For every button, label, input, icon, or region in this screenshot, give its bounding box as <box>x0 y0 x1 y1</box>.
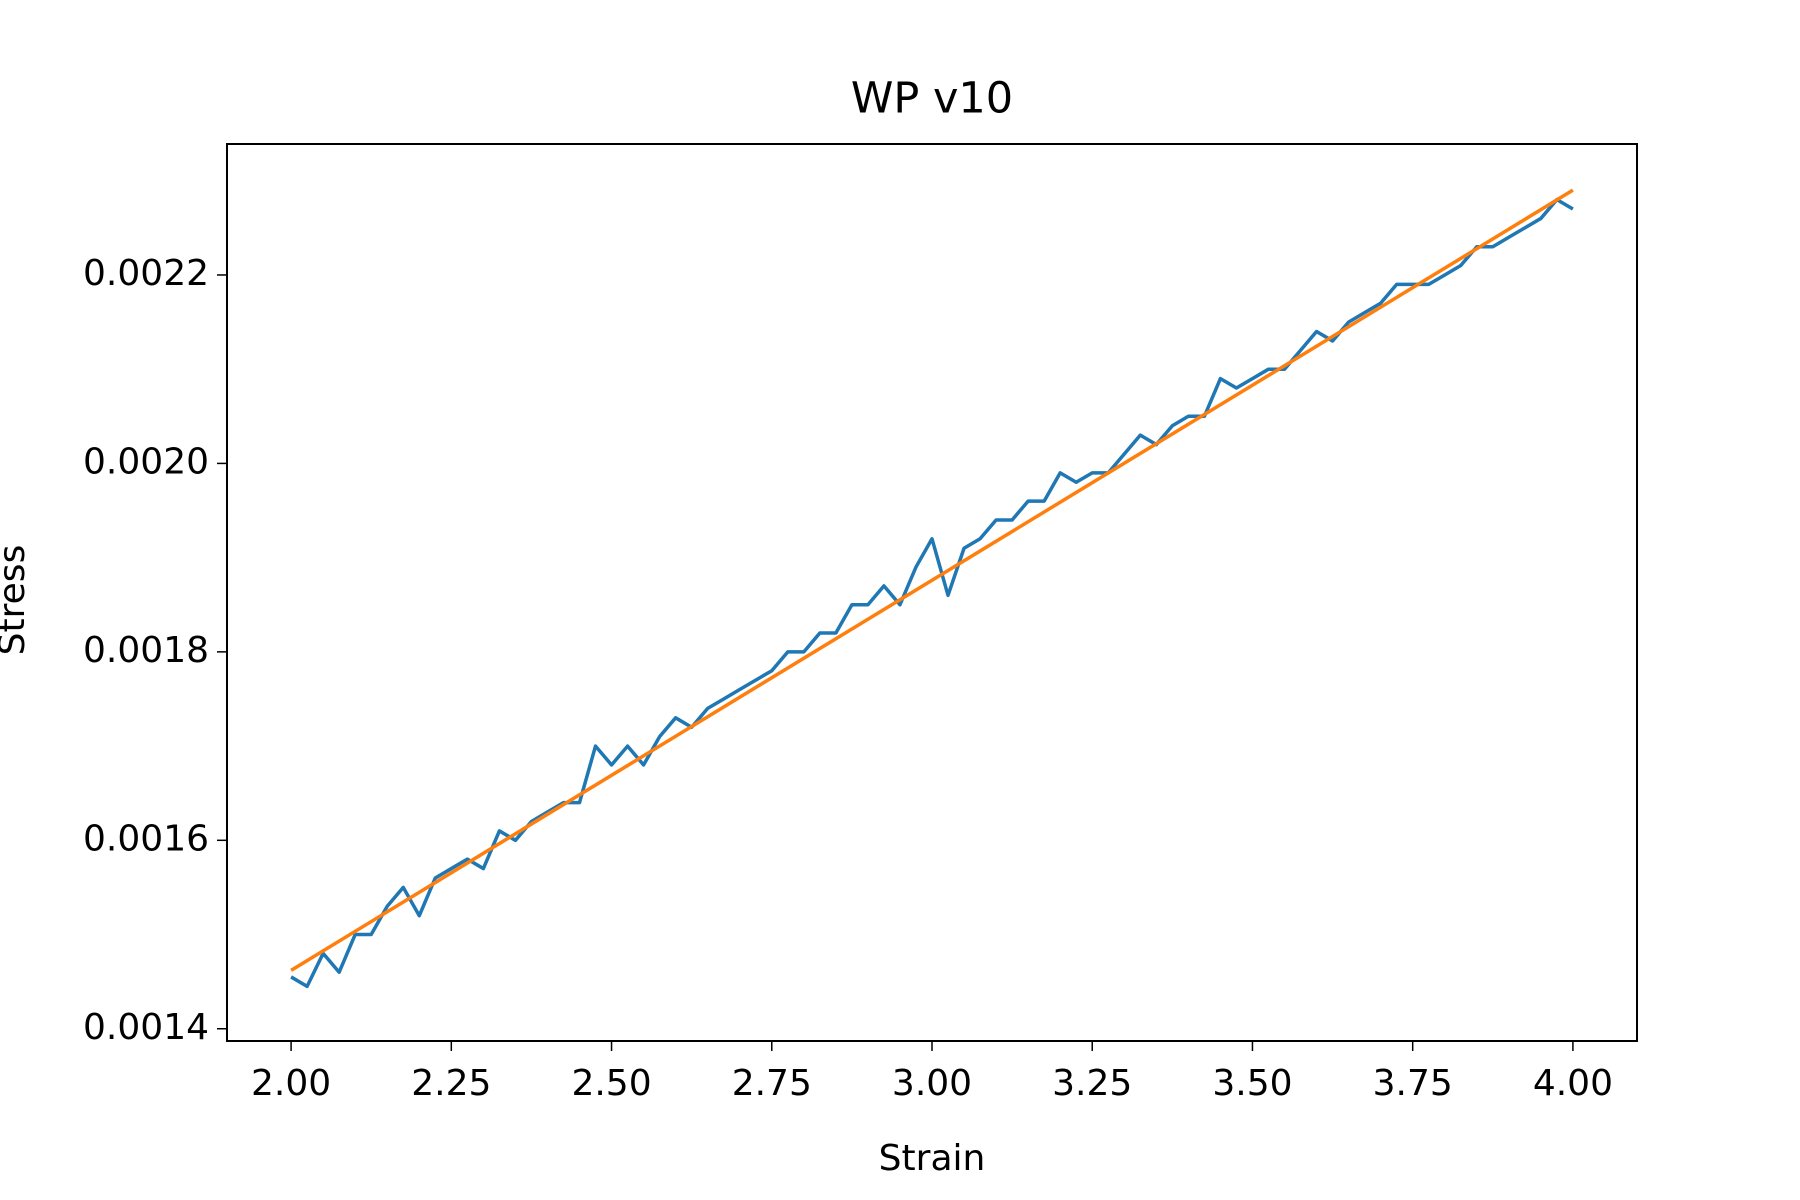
y-axis-label: Stress <box>0 545 33 656</box>
x-tick-label: 2.25 <box>411 1063 491 1104</box>
chart-title: WP v10 <box>851 74 1013 124</box>
x-tick-label: 3.00 <box>892 1063 972 1104</box>
y-tick-label: 0.0022 <box>83 253 209 294</box>
x-tick-label: 3.25 <box>1052 1063 1132 1104</box>
x-tick-label: 4.00 <box>1533 1063 1613 1104</box>
x-tick-label: 3.75 <box>1373 1063 1453 1104</box>
y-tick-label: 0.0016 <box>83 818 209 859</box>
data-line <box>290 188 1574 972</box>
y-tick-label: 0.0020 <box>83 441 209 482</box>
data-line <box>290 197 1574 989</box>
x-tick-label: 2.50 <box>571 1063 651 1104</box>
x-axis-label: Strain <box>879 1138 986 1179</box>
plot-frame <box>226 143 1638 1042</box>
x-tick-label: 3.50 <box>1212 1063 1292 1104</box>
x-tick-label: 2.00 <box>251 1063 331 1104</box>
x-tick-label: 2.75 <box>732 1063 812 1104</box>
y-tick-label: 0.0014 <box>83 1007 209 1048</box>
y-tick-label: 0.0018 <box>83 630 209 671</box>
